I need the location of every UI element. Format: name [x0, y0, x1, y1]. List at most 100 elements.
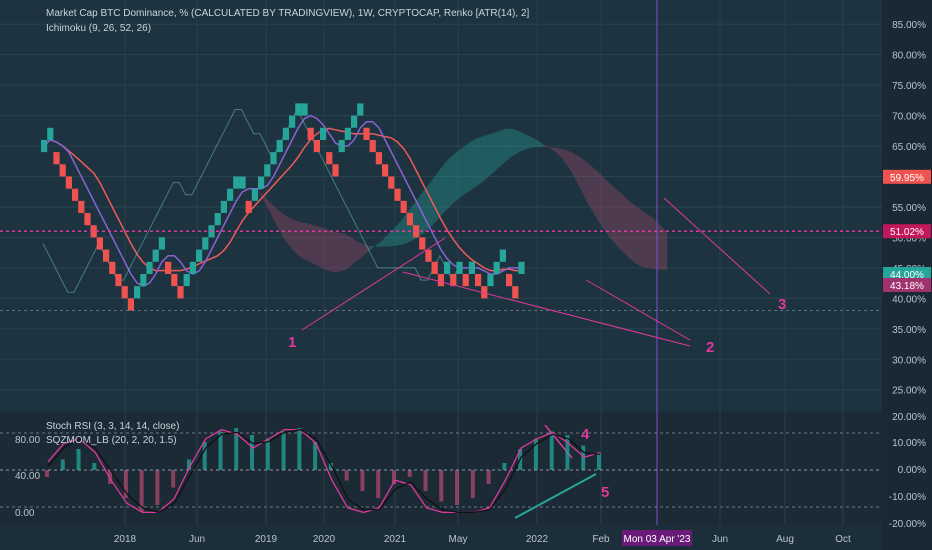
renko-brick: [47, 127, 54, 140]
main-panel-bg: [0, 0, 882, 410]
renko-brick: [444, 261, 451, 274]
ichimoku-cloud-segment: [530, 136, 537, 148]
y-tick-label: 55.00%: [892, 203, 926, 214]
renko-brick: [72, 188, 79, 201]
momentum-bar: [486, 470, 491, 484]
ichimoku-cloud-segment: [512, 128, 519, 157]
ichimoku-cloud-segment: [313, 224, 320, 267]
renko-brick: [84, 213, 91, 226]
renko-brick: [270, 152, 277, 165]
momentum-bar: [60, 459, 65, 470]
renko-brick: [152, 249, 159, 262]
momentum-bar: [328, 463, 333, 470]
ichimoku-cloud-segment: [499, 128, 506, 167]
indicator-label: Ichimoku (9, 26, 52, 26): [46, 23, 152, 34]
momentum-bar: [155, 470, 160, 505]
renko-brick: [512, 286, 519, 299]
renko-brick: [518, 261, 525, 274]
price-label: 51.02%: [890, 227, 924, 238]
renko-brick: [456, 261, 463, 274]
renko-brick: [338, 139, 345, 153]
lower-left-tick: 80.00: [15, 435, 40, 446]
lower-indicator: [0, 428, 882, 514]
renko-brick: [499, 249, 506, 262]
crosshair-date-label: Mon 03 Apr '23: [624, 534, 691, 545]
ichimoku-cloud-segment: [444, 157, 451, 213]
momentum-bar: [234, 428, 239, 470]
momentum-bar: [186, 459, 191, 470]
ichimoku-cloud-segment: [394, 221, 401, 246]
ichimoku-cloud-segment: [642, 210, 649, 268]
ichimoku-cloud-segment: [630, 201, 637, 264]
ichimoku-cloud-segment: [289, 217, 296, 253]
renko-brick: [276, 139, 283, 153]
ichimoku-cloud-segment: [369, 245, 376, 251]
mom-label: SQZMOM_LB (20, 2, 20, 1.5): [46, 435, 177, 446]
ichimoku-cloud-segment: [276, 208, 283, 237]
renko-brick: [171, 273, 178, 287]
ichimoku-cloud-segment: [561, 148, 568, 167]
momentum-bar: [502, 463, 507, 470]
ichimoku-cloud-segment: [351, 237, 358, 266]
ichimoku-cloud-segment: [332, 231, 339, 272]
ichimoku-cloud-segment: [468, 138, 475, 192]
renko-brick: [202, 237, 209, 250]
renko-brick: [437, 273, 444, 287]
y-tick-label: 70.00%: [892, 112, 926, 123]
momentum-bar: [581, 445, 586, 470]
crosshair-date-bg: [622, 530, 692, 546]
momentum-bar: [455, 470, 460, 505]
ichimoku-cloud-segment: [549, 147, 556, 153]
renko-brick: [357, 103, 364, 116]
renko-brick: [307, 127, 314, 140]
y-tick-label: 65.00%: [892, 142, 926, 153]
momentum-bar: [281, 431, 286, 470]
renko-brick: [220, 200, 227, 214]
lower-panel-bg: [0, 413, 882, 525]
renko-brick: [41, 139, 48, 153]
renko-brick: [65, 176, 72, 189]
momentum-bar: [218, 431, 223, 470]
x-tick-label: 2022: [526, 534, 549, 545]
annotations: 1 2 3 4 5: [288, 197, 786, 519]
momentum-bar: [549, 431, 554, 470]
ichimoku-cloud-segment: [270, 202, 277, 226]
price-label-bg: [883, 224, 931, 239]
ichimoku-cloud-segment: [307, 223, 314, 264]
ichimoku-cloud-segment: [543, 144, 550, 149]
lower-right-tick: -20.00%: [889, 519, 926, 530]
ichimoku-cloud-segment: [481, 134, 488, 184]
lower-right-tick: -10.00%: [889, 492, 926, 503]
renko-brick: [320, 127, 327, 140]
x-tick-label: Jun: [712, 534, 728, 545]
momentum-bar: [597, 452, 601, 470]
price-label: 59.95%: [890, 173, 924, 184]
ichimoku-cloud-segment: [338, 232, 345, 272]
x-tick-label: Oct: [835, 534, 851, 545]
price-label-bg: [883, 266, 931, 281]
ichimoku-cloud-segment: [599, 172, 606, 232]
momentum-bar: [439, 470, 444, 502]
ichimoku-cloud-segment: [493, 130, 500, 173]
momentum-bar: [470, 470, 475, 498]
renko-brick: [450, 273, 457, 287]
renko-brick: [109, 261, 116, 274]
momentum-bar: [92, 463, 97, 470]
ichimoku-cloud-segment: [326, 229, 333, 272]
renko-brick: [258, 176, 265, 189]
momentum-bar: [407, 470, 412, 477]
momentum-bar: [250, 435, 255, 470]
ichimoku-cloud-segment: [574, 153, 581, 189]
annotation-arrow: [663, 197, 771, 295]
renko-brick: [214, 213, 221, 226]
renko-brick: [313, 139, 320, 153]
renko-brick: [189, 261, 196, 274]
ichimoku-cloud-segment: [654, 220, 661, 270]
momentum-bar: [76, 449, 81, 470]
momentum-bar: [297, 428, 302, 470]
renko-brick: [431, 261, 438, 274]
price-label-bg: [883, 169, 931, 184]
momentum-bar: [45, 470, 49, 477]
renko-brick: [394, 188, 401, 201]
